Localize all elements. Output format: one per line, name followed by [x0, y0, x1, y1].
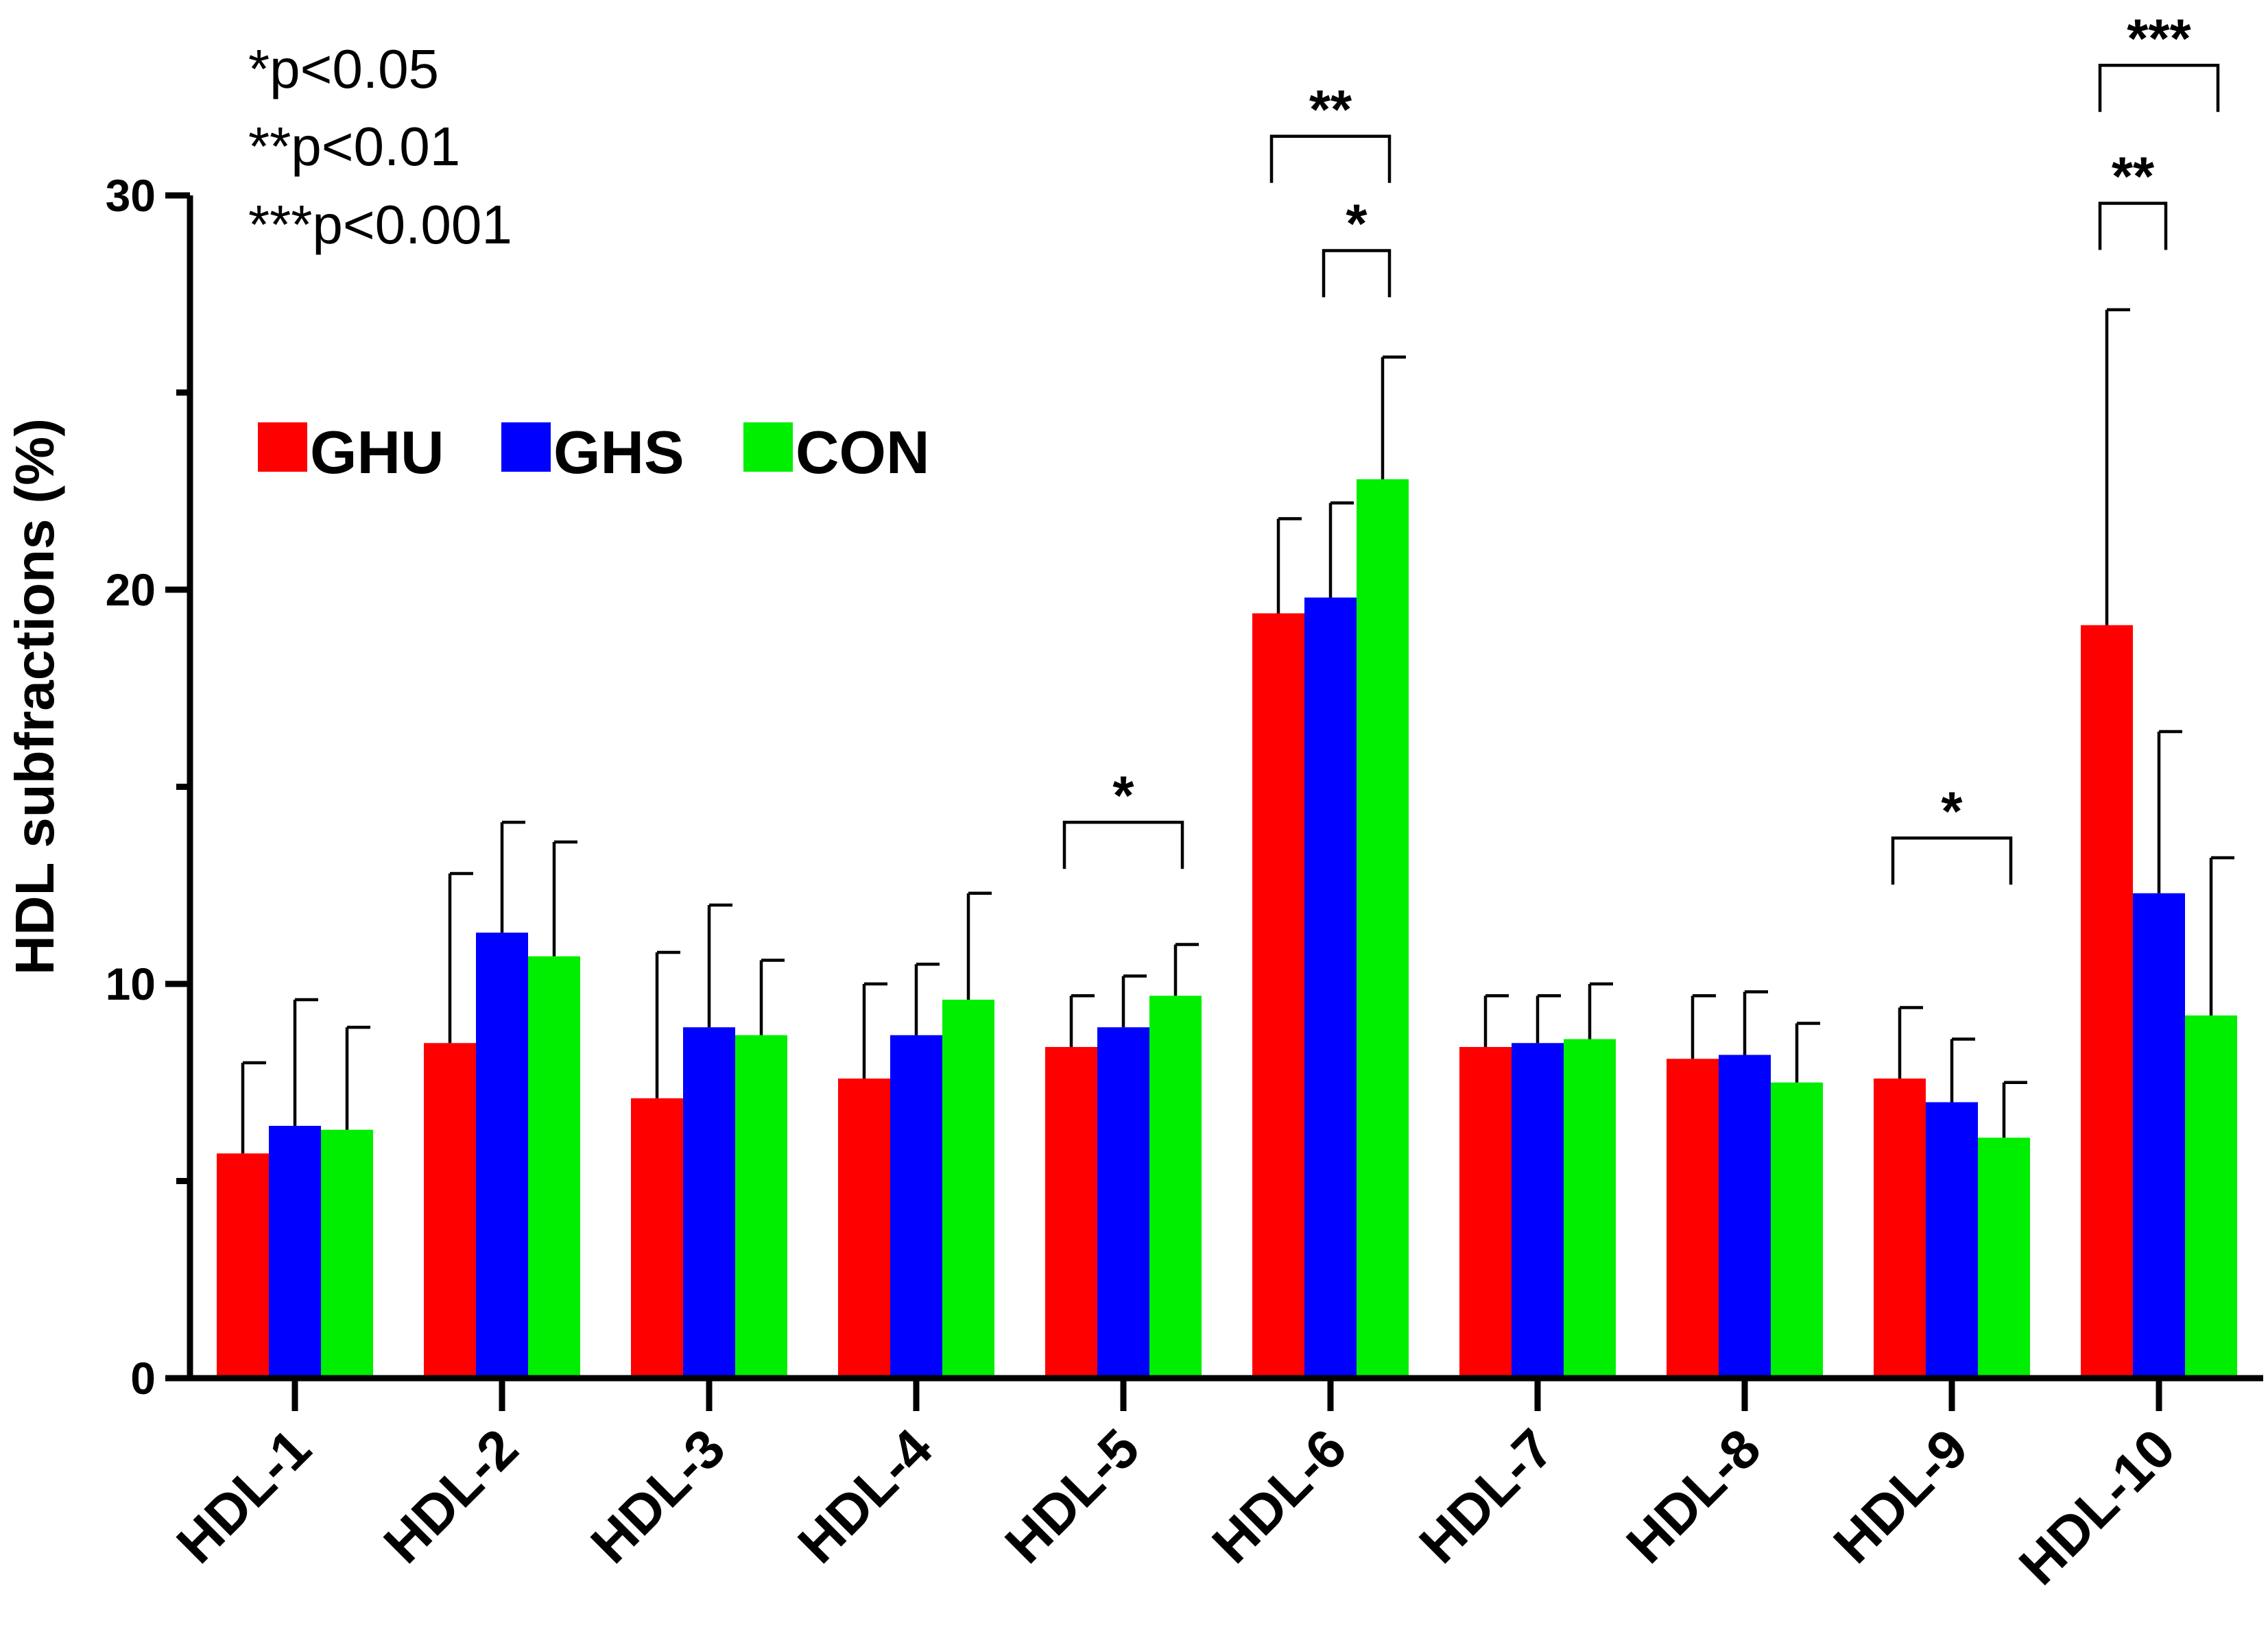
bars	[217, 479, 2237, 1378]
y-axis-label: HDL subfractions (%)	[4, 418, 65, 975]
significance-bracket	[2098, 202, 2168, 250]
bar-ghs-hdl-4	[890, 1035, 942, 1378]
significance-bracket	[1322, 249, 1392, 298]
bar-con-hdl-1	[321, 1129, 373, 1378]
bar-ghu-hdl-4	[838, 1079, 890, 1378]
bar-ghs-hdl-6	[1304, 597, 1357, 1378]
bar-ghs-hdl-7	[1512, 1043, 1564, 1378]
legend-swatch-ghu	[258, 422, 307, 472]
p-value-note: *p<0.05	[248, 38, 439, 99]
significance-label: ***	[2127, 8, 2191, 69]
significance-label: *	[1346, 193, 1368, 254]
legend-label-con: CON	[796, 418, 930, 486]
x-tick-label: HDL-2	[372, 1417, 529, 1574]
bar-ghu-hdl-7	[1459, 1047, 1512, 1378]
x-tick-label: HDL-10	[2007, 1417, 2186, 1596]
y-axis-ticks: 0 10 20 30	[106, 170, 190, 1404]
significance-bracket	[1062, 821, 1184, 869]
bar-ghu-hdl-1	[217, 1153, 269, 1378]
x-axis-ticks: HDL-1 HDL-2 HDL-3 HDL-4 HDL-5 HDL-6 HDL-7 HDL-8…	[165, 1378, 2186, 1596]
p-value-note: ***p<0.001	[248, 194, 512, 255]
significance-brackets: **********	[1062, 8, 2220, 885]
bar-con-hdl-3	[735, 1035, 787, 1378]
bar-ghs-hdl-2	[476, 932, 528, 1378]
bar-con-hdl-2	[528, 956, 580, 1378]
bar-con-hdl-8	[1771, 1082, 1823, 1378]
y-tick-label: 30	[106, 170, 156, 221]
bar-ghs-hdl-5	[1097, 1027, 1149, 1378]
x-tick-label: HDL-1	[165, 1417, 322, 1574]
significance-label: **	[1309, 79, 1352, 140]
x-tick-label: HDL-6	[1201, 1417, 1358, 1574]
bar-ghs-hdl-3	[683, 1027, 735, 1378]
bar-ghs-hdl-9	[1926, 1102, 1978, 1378]
x-tick-label: HDL-4	[787, 1417, 944, 1575]
x-tick-label: HDL-5	[994, 1417, 1151, 1574]
bar-con-hdl-6	[1357, 479, 1409, 1378]
bar-ghu-hdl-10	[2081, 625, 2133, 1378]
bar-ghu-hdl-2	[424, 1043, 476, 1378]
significance-label: **	[2112, 146, 2155, 207]
bar-ghs-hdl-1	[269, 1126, 321, 1378]
bar-ghs-hdl-10	[2133, 893, 2185, 1378]
bar-ghs-hdl-8	[1719, 1055, 1771, 1378]
bar-ghu-hdl-3	[631, 1098, 683, 1378]
legend-label-ghs: GHS	[553, 418, 684, 486]
x-tick-label: HDL-3	[580, 1417, 737, 1574]
p-value-notes: *p<0.05 **p<0.01 ***p<0.001	[248, 38, 512, 255]
y-tick-label: 10	[106, 959, 156, 1009]
bar-con-hdl-7	[1564, 1039, 1616, 1378]
significance-bracket	[1269, 134, 1392, 183]
legend: GHU GHS CON	[258, 418, 930, 486]
significance-bracket	[2098, 64, 2220, 112]
legend-swatch-ghs	[501, 422, 551, 472]
bar-ghu-hdl-6	[1252, 613, 1304, 1378]
legend-swatch-con	[743, 422, 793, 472]
bar-con-hdl-9	[1978, 1138, 2030, 1378]
x-tick-label: HDL-8	[1615, 1417, 1772, 1574]
y-tick-label: 20	[106, 564, 156, 615]
bar-con-hdl-10	[2185, 1015, 2237, 1378]
y-tick-label: 0	[130, 1353, 156, 1404]
bar-con-hdl-5	[1149, 996, 1202, 1378]
significance-label: *	[1941, 780, 1963, 841]
significance-bracket	[1891, 836, 2013, 885]
x-tick-label: HDL-7	[1408, 1417, 1565, 1574]
significance-label: *	[1112, 765, 1134, 826]
x-tick-label: HDL-9	[1822, 1417, 1979, 1574]
bar-ghu-hdl-8	[1667, 1059, 1719, 1378]
bar-ghu-hdl-9	[1874, 1079, 1926, 1378]
bar-con-hdl-4	[942, 1000, 994, 1378]
bar-ghu-hdl-5	[1045, 1047, 1097, 1378]
legend-label-ghu: GHU	[310, 418, 444, 486]
error-bars	[241, 308, 2234, 1154]
p-value-note: **p<0.01	[248, 116, 460, 177]
